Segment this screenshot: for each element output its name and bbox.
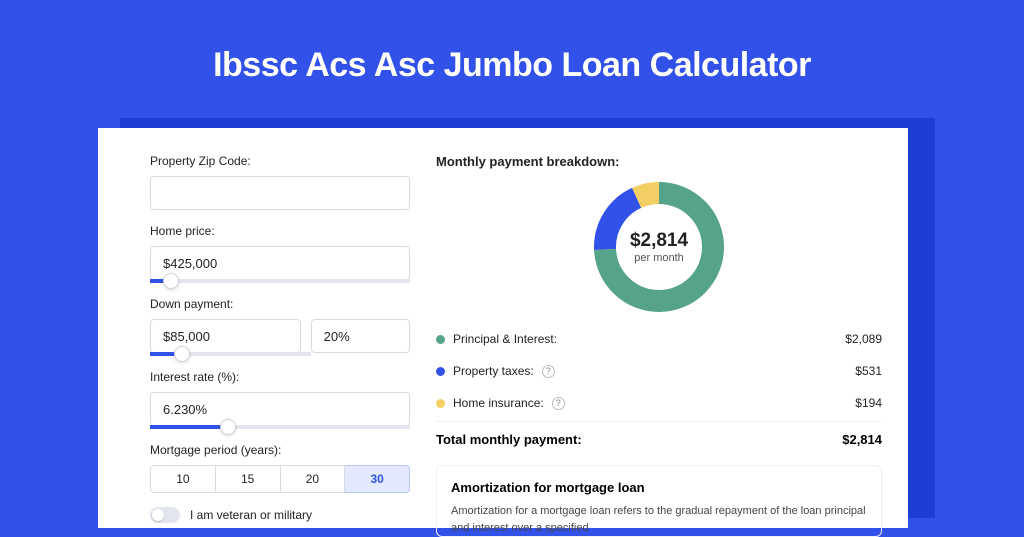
- info-icon[interactable]: ?: [552, 397, 565, 410]
- zip-input[interactable]: [150, 176, 410, 210]
- interest-rate-field: Interest rate (%):: [150, 370, 410, 429]
- total-amount: $2,814: [842, 432, 882, 447]
- home-price-slider[interactable]: [150, 279, 410, 283]
- down-payment-field: Down payment:: [150, 297, 410, 356]
- down-payment-label: Down payment:: [150, 297, 410, 311]
- legend-label: Principal & Interest:: [453, 332, 557, 346]
- zip-label: Property Zip Code:: [150, 154, 410, 168]
- mortgage-period-option-15[interactable]: 15: [216, 465, 281, 493]
- mortgage-period-field: Mortgage period (years): 10152030: [150, 443, 410, 493]
- legend-dot-icon: [436, 367, 445, 376]
- mortgage-period-segmented: 10152030: [150, 465, 410, 493]
- amortization-heading: Amortization for mortgage loan: [451, 480, 867, 495]
- legend-dot-icon: [436, 399, 445, 408]
- legend-label: Property taxes:: [453, 364, 534, 378]
- donut-chart: $2,814 per month: [436, 173, 882, 323]
- down-payment-percent-input[interactable]: [311, 319, 410, 353]
- home-price-input[interactable]: [150, 246, 410, 280]
- amortization-text: Amortization for a mortgage loan refers …: [451, 503, 867, 536]
- donut-center: $2,814 per month: [593, 181, 725, 313]
- down-payment-input[interactable]: [150, 319, 301, 353]
- legend-row: Principal & Interest: $2,089: [436, 323, 882, 355]
- page-title: Ibssc Acs Asc Jumbo Loan Calculator: [0, 0, 1024, 105]
- mortgage-period-option-10[interactable]: 10: [150, 465, 216, 493]
- legend-amount: $2,089: [845, 332, 882, 346]
- breakdown-heading: Monthly payment breakdown:: [436, 154, 882, 169]
- interest-rate-input[interactable]: [150, 392, 410, 426]
- legend-amount: $194: [855, 396, 882, 410]
- mortgage-period-option-20[interactable]: 20: [281, 465, 346, 493]
- legend-dot-icon: [436, 335, 445, 344]
- total-label: Total monthly payment:: [436, 432, 582, 447]
- mortgage-period-label: Mortgage period (years):: [150, 443, 410, 457]
- veteran-toggle[interactable]: [150, 507, 180, 523]
- interest-rate-label: Interest rate (%):: [150, 370, 410, 384]
- legend-list: Principal & Interest: $2,089 Property taxe…: [436, 323, 882, 419]
- breakdown-panel: Monthly payment breakdown: $2,814 per mo…: [436, 154, 882, 528]
- home-price-label: Home price:: [150, 224, 410, 238]
- calculator-card: Property Zip Code: Home price: Down paym…: [98, 128, 908, 528]
- home-price-field: Home price:: [150, 224, 410, 283]
- legend-row: Property taxes:? $531: [436, 355, 882, 387]
- interest-rate-slider[interactable]: [150, 425, 410, 429]
- veteran-label: I am veteran or military: [190, 508, 312, 522]
- donut-center-amount: $2,814: [630, 230, 688, 252]
- donut-center-sub: per month: [634, 252, 684, 264]
- legend-row: Home insurance:? $194: [436, 387, 882, 419]
- form-panel: Property Zip Code: Home price: Down paym…: [150, 154, 410, 528]
- down-payment-slider[interactable]: [150, 352, 311, 356]
- total-row: Total monthly payment: $2,814: [436, 421, 882, 461]
- zip-field: Property Zip Code:: [150, 154, 410, 210]
- info-icon[interactable]: ?: [542, 365, 555, 378]
- mortgage-period-option-30[interactable]: 30: [345, 465, 410, 493]
- legend-amount: $531: [855, 364, 882, 378]
- amortization-box: Amortization for mortgage loan Amortizat…: [436, 465, 882, 537]
- legend-label: Home insurance:: [453, 396, 544, 410]
- page-root: Ibssc Acs Asc Jumbo Loan Calculator Prop…: [0, 0, 1024, 512]
- veteran-row: I am veteran or military: [150, 507, 410, 523]
